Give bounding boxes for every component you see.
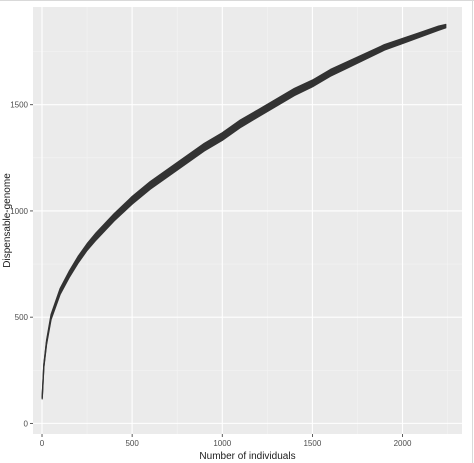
- major-gridlines: [33, 7, 462, 434]
- y-axis-tick-labels: 0 500 1000 1500: [10, 101, 28, 429]
- series-line-0: [41, 25, 446, 398]
- y-tick-label: 500: [15, 313, 29, 322]
- y-tick-label: 0: [24, 419, 29, 428]
- axis-ticks: [30, 104, 403, 437]
- y-axis-title: Dispensable-genome: [2, 173, 13, 268]
- plot-panel: [33, 7, 462, 434]
- y-tick-label: 1000: [10, 207, 28, 216]
- x-tick-label: 0: [40, 439, 45, 448]
- x-axis-tick-labels: 0 500 1000 1500 2000: [40, 439, 412, 448]
- x-tick-label: 2000: [394, 439, 412, 448]
- series-layer: [41, 23, 447, 400]
- x-tick-label: 1000: [213, 439, 231, 448]
- y-tick-label: 1500: [10, 101, 28, 110]
- minor-gridlines: [33, 7, 462, 434]
- x-axis-title: Number of individuals: [199, 451, 295, 462]
- x-tick-label: 500: [125, 439, 139, 448]
- series-band-0: [41, 23, 447, 400]
- x-tick-label: 1500: [303, 439, 321, 448]
